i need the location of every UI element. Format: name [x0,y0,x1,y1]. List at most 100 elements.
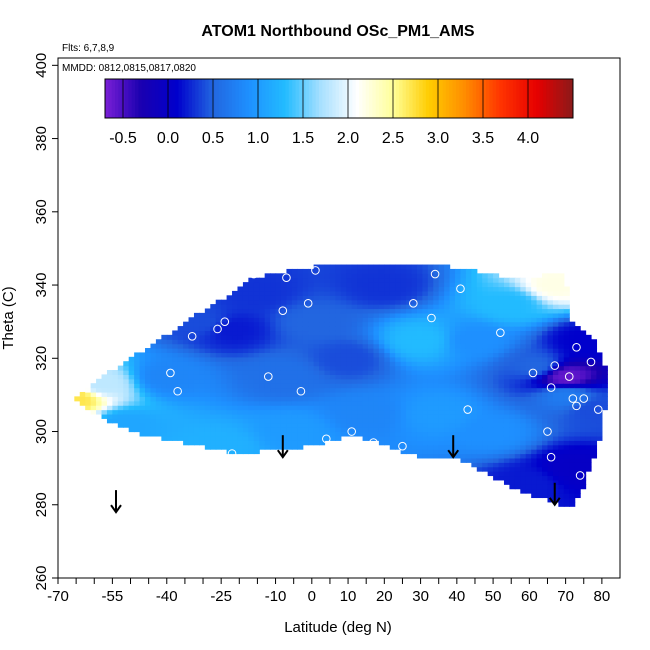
heatmap-cell [368,427,375,433]
heatmap-cell [416,352,423,358]
sample-point [579,394,589,403]
heatmap-cell [286,400,293,406]
heatmap-cell [482,440,489,446]
sample-point [496,328,505,337]
heatmap-cell [509,378,516,384]
heatmap-cell [400,343,407,349]
heatmap-cell [438,282,445,288]
heatmap-cell [558,427,565,433]
heatmap-cell [514,378,521,384]
heatmap-cell [85,405,92,411]
heatmap-cell [319,400,326,406]
heatmap-cell [406,405,413,411]
heatmap-cell [210,321,217,327]
heatmap-cell [574,370,581,375]
heatmap-cell [319,356,326,362]
heatmap-cell [601,387,608,393]
heatmap-cell [389,387,396,393]
heatmap-cell [232,435,239,441]
heatmap-cell [204,343,211,349]
heatmap-cell [259,440,266,446]
heatmap-cell [373,356,380,362]
heatmap-cell [319,391,326,397]
heatmap-cell [427,365,434,371]
heatmap-cell [215,348,222,354]
heatmap-cell [340,277,347,283]
heatmap-cell [237,361,244,367]
heatmap-cell [177,326,184,332]
heatmap-cell [547,405,554,411]
heatmap-cell [150,409,157,415]
heatmap-cell [465,343,472,349]
heatmap-cell [204,440,211,446]
heatmap-cell [585,348,592,354]
heatmap-cell [574,330,581,336]
heatmap-cell [368,413,375,419]
sample-point [586,357,596,367]
heatmap-cell [275,413,282,419]
heatmap-cell [226,383,233,389]
heatmap-cell [552,422,559,428]
heatmap-cell [346,405,353,411]
heatmap-cell [455,290,462,296]
heatmap-cell [145,422,152,428]
heatmap-cell [172,427,179,433]
heatmap-cell [487,370,494,375]
heatmap-cell [172,334,179,340]
heatmap-cell [139,409,146,415]
heatmap-cell [346,299,353,305]
heatmap-cell [351,361,358,367]
heatmap-cell [449,268,456,274]
heatmap-cell [373,413,380,419]
heatmap-cell [552,378,559,384]
heatmap-cell [275,391,282,397]
heatmap-cell [161,348,168,354]
heatmap-cell [215,391,222,397]
heatmap-cell [427,440,434,446]
heatmap-cell [433,321,440,327]
heatmap-cell [465,339,472,345]
heatmap-cell [427,304,434,310]
heatmap-cell [558,304,565,310]
heatmap-cell [520,484,527,490]
heatmap-cell [384,268,391,274]
heatmap-cell [275,383,282,389]
heatmap-cell [438,431,445,437]
heatmap-cell [368,317,375,323]
colorbar-swatch [141,79,146,118]
heatmap-cell [275,361,282,367]
colorbar-swatch [522,79,527,118]
heatmap-cell [558,370,565,375]
x-tick-label: 0 [308,588,316,605]
heatmap-cell [378,286,385,292]
heatmap-cell [232,413,239,419]
heatmap-cell [552,273,559,279]
heatmap-cell [487,326,494,332]
heatmap-cell [346,370,353,375]
heatmap-cell [313,361,320,367]
heatmap-cell [155,418,162,424]
heatmap-cell [422,453,429,459]
heatmap-cell [416,413,423,419]
heatmap-cell [329,273,336,279]
colorbar-swatch [516,79,521,118]
colorbar-swatch [118,79,123,118]
heatmap-cell [291,435,298,441]
heatmap-cell [259,330,266,336]
heatmap-cell [183,413,190,419]
heatmap-cell [514,343,521,349]
heatmap-cell [329,391,336,397]
sample-point [564,372,574,381]
heatmap-cell [253,391,260,397]
heatmap-cell [259,339,266,345]
heatmap-cell [150,396,157,402]
heatmap-cell [520,462,527,468]
x-axis: -70 -55 -40 -25 -10 0 10 20 30 40 50 60 70 80 [47,578,610,605]
heatmap-cell [422,400,429,406]
heatmap-cell [427,277,434,283]
heatmap-cell [487,427,494,433]
heatmap-cell [482,383,489,389]
heatmap-cell [574,422,581,428]
heatmap-cell [378,413,385,419]
heatmap-cell [590,365,598,371]
